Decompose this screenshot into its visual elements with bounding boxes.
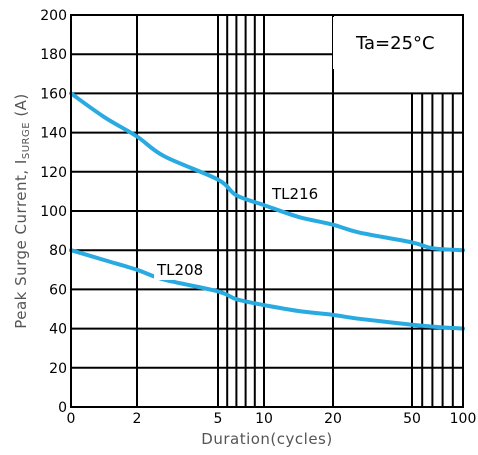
y-tick-label: 160	[40, 86, 67, 102]
x-tick-label: 100	[450, 411, 477, 427]
annotation-box	[333, 17, 462, 69]
series-line-tl216	[69, 91, 465, 253]
series-lines	[69, 91, 465, 331]
temperature-annotation: Ta=25°C	[355, 33, 435, 54]
y-tick-label: 40	[49, 322, 67, 338]
x-tick-label: 2	[133, 411, 142, 427]
tick-labels: 0 2 5 10 20 50 100 0 20 40 60 80 100 120 140 160 180 200	[40, 8, 476, 427]
x-tick-label: 20	[324, 411, 342, 427]
y-tick-label: 20	[49, 361, 67, 377]
series-label-background	[269, 184, 321, 204]
y-tick-label: 0	[58, 400, 67, 416]
y-tick-label: 100	[40, 204, 67, 220]
y-tick-label: 60	[49, 282, 67, 298]
y-tick-label: 180	[40, 47, 67, 63]
y-axis-title: Peak Surge Current, ISURGE (A)	[12, 93, 32, 329]
series-label-tl208: TL208	[156, 261, 203, 279]
x-tick-label: 50	[403, 411, 421, 427]
x-tick-label: 10	[255, 411, 273, 427]
y-tick-label: 140	[40, 126, 67, 142]
grid	[71, 14, 464, 408]
y-tick-label: 120	[40, 165, 67, 181]
series-label-tl216: TL216	[271, 185, 318, 203]
x-tick-label: 0	[67, 411, 76, 427]
y-tick-label: 80	[49, 243, 67, 259]
plot-frame	[70, 14, 464, 408]
series-label-background	[154, 260, 206, 280]
y-tick-label: 200	[40, 8, 67, 24]
x-axis-title: Duration(cycles)	[201, 430, 332, 448]
series-line-tl208	[69, 248, 465, 331]
x-tick-label: 5	[214, 411, 223, 427]
